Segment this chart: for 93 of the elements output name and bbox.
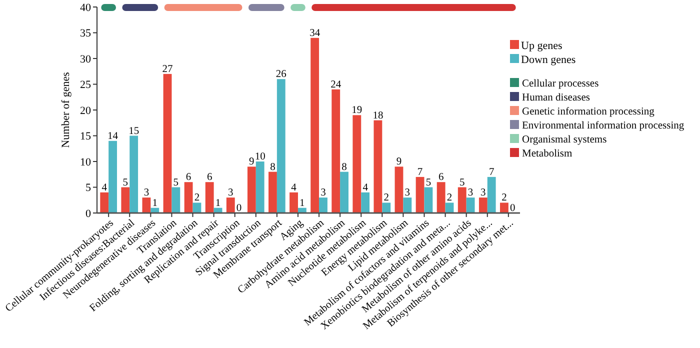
bar xyxy=(403,198,412,213)
bar xyxy=(290,192,298,213)
bar xyxy=(445,202,454,213)
data-label: 1 xyxy=(215,198,221,209)
bar xyxy=(424,187,433,213)
data-label: 8 xyxy=(342,162,347,173)
data-label: 2 xyxy=(194,192,200,204)
bar xyxy=(108,140,117,213)
legend-label: Up genes xyxy=(521,40,562,52)
bar xyxy=(466,198,475,213)
text: Environmental information processing xyxy=(522,120,685,132)
y-tick-label: 5 xyxy=(86,182,92,194)
bar xyxy=(382,202,391,213)
data-label: 26 xyxy=(276,69,286,80)
text: Metabolism xyxy=(522,148,572,160)
data-label: 3 xyxy=(228,188,234,199)
bar xyxy=(416,176,424,213)
y-tick-label: 15 xyxy=(80,130,92,143)
bar xyxy=(352,115,362,213)
data-label: 5 xyxy=(426,177,432,188)
data-label: 7 xyxy=(488,166,494,178)
data-label: 4 xyxy=(362,182,369,194)
y-axis-title: Number of genes xyxy=(60,72,72,148)
data-label: 2 xyxy=(502,192,507,204)
data-label: 2 xyxy=(384,192,389,204)
text: Human diseases xyxy=(522,92,590,104)
data-label: 27 xyxy=(162,64,173,75)
bar xyxy=(130,136,138,213)
bar xyxy=(100,192,109,213)
bar xyxy=(184,182,193,213)
y-tick-label: 20 xyxy=(80,104,92,117)
data-label: 14 xyxy=(108,130,119,142)
bar xyxy=(121,187,130,213)
data-label: 6 xyxy=(206,172,212,184)
bar xyxy=(256,162,264,213)
bar xyxy=(340,172,348,213)
text: Organismal systems xyxy=(522,134,607,146)
text: Cellular processes xyxy=(522,78,599,90)
data-label: 3 xyxy=(320,188,326,199)
bar xyxy=(276,79,286,213)
text: Genetic information processing xyxy=(522,106,656,118)
bar xyxy=(436,182,446,213)
data-label: 5 xyxy=(122,177,128,188)
bar xyxy=(478,198,488,213)
data-label: 7 xyxy=(417,166,423,178)
data-label: 4 xyxy=(102,182,108,194)
bar xyxy=(142,198,151,213)
data-label: 3 xyxy=(144,188,150,199)
data-label: 4 xyxy=(291,182,298,194)
data-label: 10 xyxy=(254,152,266,162)
bar xyxy=(226,198,235,213)
bar xyxy=(247,166,256,213)
bar xyxy=(361,192,370,213)
data-label: 0 xyxy=(236,203,242,214)
bar xyxy=(192,202,202,213)
data-label: 19 xyxy=(352,105,362,116)
data-label: 3 xyxy=(468,188,474,199)
data-label: 8 xyxy=(270,162,276,173)
data-label: 9 xyxy=(396,156,402,168)
data-label: 9 xyxy=(249,156,254,168)
data-label: 34 xyxy=(310,28,321,39)
bar xyxy=(163,74,172,213)
data-label: 5 xyxy=(173,177,179,188)
legend-label: Down genes xyxy=(521,54,576,66)
data-label: 6 xyxy=(438,172,444,184)
data-label: 6 xyxy=(186,172,192,184)
y-tick-label: 30 xyxy=(80,53,92,66)
bar xyxy=(268,172,277,213)
data-label: 1 xyxy=(300,198,305,209)
data-label: 2 xyxy=(446,192,452,204)
y-tick-label: 25 xyxy=(80,79,92,92)
bar xyxy=(458,187,466,213)
data-label: 15 xyxy=(128,126,140,137)
y-tick-label: 0 xyxy=(86,208,92,220)
bar xyxy=(394,166,404,213)
bar xyxy=(319,198,328,213)
data-label: 3 xyxy=(404,188,410,199)
bar xyxy=(500,202,508,213)
data-label: 5 xyxy=(460,177,465,188)
data-label: 1 xyxy=(152,198,158,209)
y-tick-label: 35 xyxy=(80,28,92,40)
bar xyxy=(487,176,496,213)
data-label: 3 xyxy=(480,188,486,199)
bar xyxy=(172,187,180,213)
bar xyxy=(205,182,214,213)
bar xyxy=(332,89,340,213)
y-tick-label: 40 xyxy=(80,2,92,14)
bar xyxy=(374,120,382,213)
y-tick-label: 10 xyxy=(80,156,92,168)
data-label: 0 xyxy=(510,203,516,214)
bar xyxy=(310,38,320,213)
data-label: 18 xyxy=(372,110,384,122)
data-label: 24 xyxy=(330,79,342,90)
